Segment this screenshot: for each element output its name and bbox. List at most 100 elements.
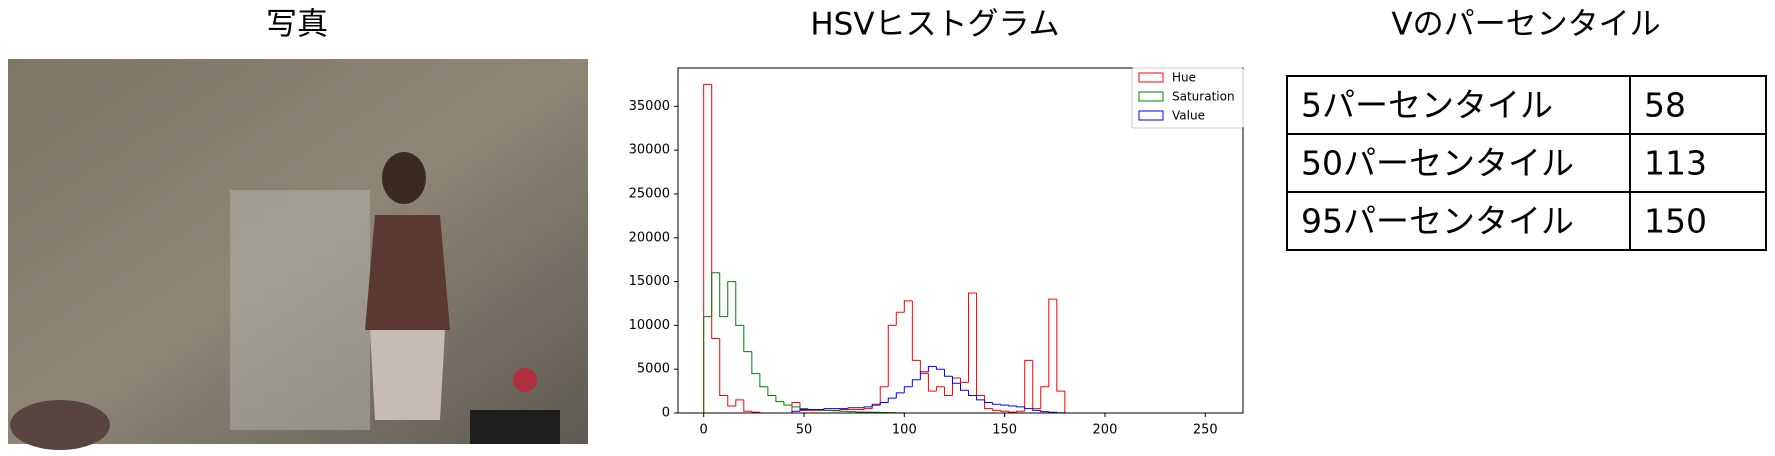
histogram-step: [944, 387, 952, 396]
cell-text: 50パーセンタイル: [1301, 144, 1574, 183]
histogram-step: [824, 409, 832, 410]
histogram-step: [712, 273, 720, 317]
histogram-step: [936, 367, 944, 370]
histogram-step: [864, 409, 872, 410]
histogram-step: [880, 387, 888, 405]
y-tick-label: 35000: [629, 99, 670, 114]
cell-text: 5パーセンタイル: [1301, 86, 1553, 125]
histogram-step: [720, 339, 728, 396]
histogram: 0 5000 10000 15000 20000 25000 30000 35000 0 50 10…: [629, 84, 1218, 437]
histogram-step: [1041, 410, 1049, 411]
histogram-step: [928, 374, 936, 392]
histogram-step: [880, 402, 888, 405]
histogram-step: [969, 390, 977, 395]
histogram-step: [784, 402, 792, 406]
y-tick-label: 30000: [629, 143, 670, 158]
histogram-step: [1017, 411, 1025, 412]
histogram-step: [704, 84, 712, 413]
histogram-step: [1049, 412, 1057, 413]
histogram-step: [920, 372, 928, 380]
y-tick-label: 0: [662, 406, 670, 421]
histogram-step: [704, 317, 712, 413]
x-tick-label: 50: [796, 423, 813, 438]
histogram-step: [1001, 410, 1009, 411]
legend-label: Saturation: [1172, 90, 1235, 104]
histogram-step: [1001, 404, 1009, 405]
x-tick-label: 150: [992, 423, 1017, 438]
histogram-step: [752, 352, 760, 374]
histogram-step: [912, 301, 920, 361]
histogram-step: [1009, 405, 1017, 406]
histogram-step: [985, 400, 993, 403]
y-tick-label: 10000: [629, 318, 670, 333]
histogram-step: [776, 395, 784, 401]
histogram-step: [768, 387, 776, 396]
histogram-step: [872, 405, 880, 407]
histogram-step: [896, 312, 904, 325]
histogram-step: [1017, 406, 1025, 407]
histogram-step: [744, 400, 752, 411]
legend-label: Value: [1172, 109, 1205, 123]
histogram-step: [936, 387, 944, 391]
histogram-step: [1065, 391, 1073, 413]
photo-title: 写真: [266, 7, 328, 43]
histogram-step: [961, 383, 969, 390]
histogram-step: [736, 282, 744, 326]
histogram-step: [952, 378, 960, 396]
cell-text: 95パーセンタイル: [1301, 202, 1574, 241]
histogram-step: [952, 376, 960, 383]
histogram-step: [1033, 360, 1041, 408]
x-tick-label: 250: [1193, 423, 1218, 438]
histogram-step: [752, 411, 760, 412]
histogram-step: [944, 369, 952, 376]
histogram-step: [904, 301, 912, 312]
histogram-step: [760, 374, 768, 387]
x-tick-label: 200: [1093, 423, 1118, 438]
y-tick-label: 5000: [637, 362, 670, 377]
histogram-step: [896, 393, 904, 398]
histogram-step: [993, 409, 1001, 411]
photo: [8, 59, 588, 450]
histogram-step: [888, 398, 896, 402]
x-tick-label: 100: [892, 423, 917, 438]
histogram-step: [888, 325, 896, 386]
histogram-step: [993, 402, 1001, 404]
histogram-step: [792, 405, 800, 407]
histogram-step: [848, 408, 856, 409]
histogram-step: [728, 395, 736, 406]
histogram-step: [969, 293, 977, 382]
histogram-step: [1025, 360, 1033, 411]
y-tick-label: 20000: [629, 230, 670, 245]
table-title: Vのパーセンタイル: [1391, 7, 1660, 43]
histogram-step: [1057, 299, 1065, 391]
histogram-step: [961, 378, 969, 382]
histogram-step: [744, 325, 752, 351]
x-tick-label: 0: [700, 423, 708, 438]
histogram-step: [977, 395, 985, 399]
table: 5パーセンタイル 58 50パーセンタイル 113 95パーセンタイル 150: [1287, 76, 1766, 250]
histogram-step: [840, 409, 848, 410]
cell-text: 150: [1644, 202, 1707, 241]
y-tick-label: 15000: [629, 274, 670, 289]
histogram-step: [1025, 407, 1033, 409]
histogram-step: [720, 273, 728, 317]
histogram-step: [864, 407, 872, 408]
legend: Hue Saturation Value: [1132, 68, 1243, 128]
chart-title: HSVヒストグラム: [810, 7, 1059, 43]
legend-label: Hue: [1172, 71, 1196, 85]
histogram-step: [1009, 411, 1017, 412]
histogram-step: [1041, 387, 1049, 409]
cell-text: 58: [1644, 86, 1686, 125]
cell-text: 113: [1644, 144, 1707, 183]
histogram-step: [728, 282, 736, 317]
histogram-step: [977, 293, 985, 396]
histogram-step: [712, 84, 720, 338]
histogram-step: [800, 407, 808, 409]
histogram-step: [736, 400, 744, 406]
histogram-step: [1049, 299, 1057, 387]
histogram-step: [928, 367, 936, 372]
histogram-step: [904, 387, 912, 393]
histogram-step: [912, 380, 920, 387]
y-tick-label: 25000: [629, 186, 670, 201]
